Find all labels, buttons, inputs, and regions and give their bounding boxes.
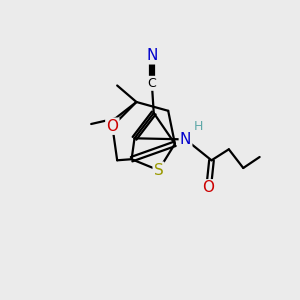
Text: S: S	[154, 163, 164, 178]
Text: O: O	[202, 180, 214, 195]
Text: N: N	[180, 132, 191, 147]
Text: O: O	[106, 119, 119, 134]
Text: C: C	[148, 77, 156, 90]
Text: H: H	[193, 120, 203, 133]
Text: N: N	[146, 48, 158, 63]
